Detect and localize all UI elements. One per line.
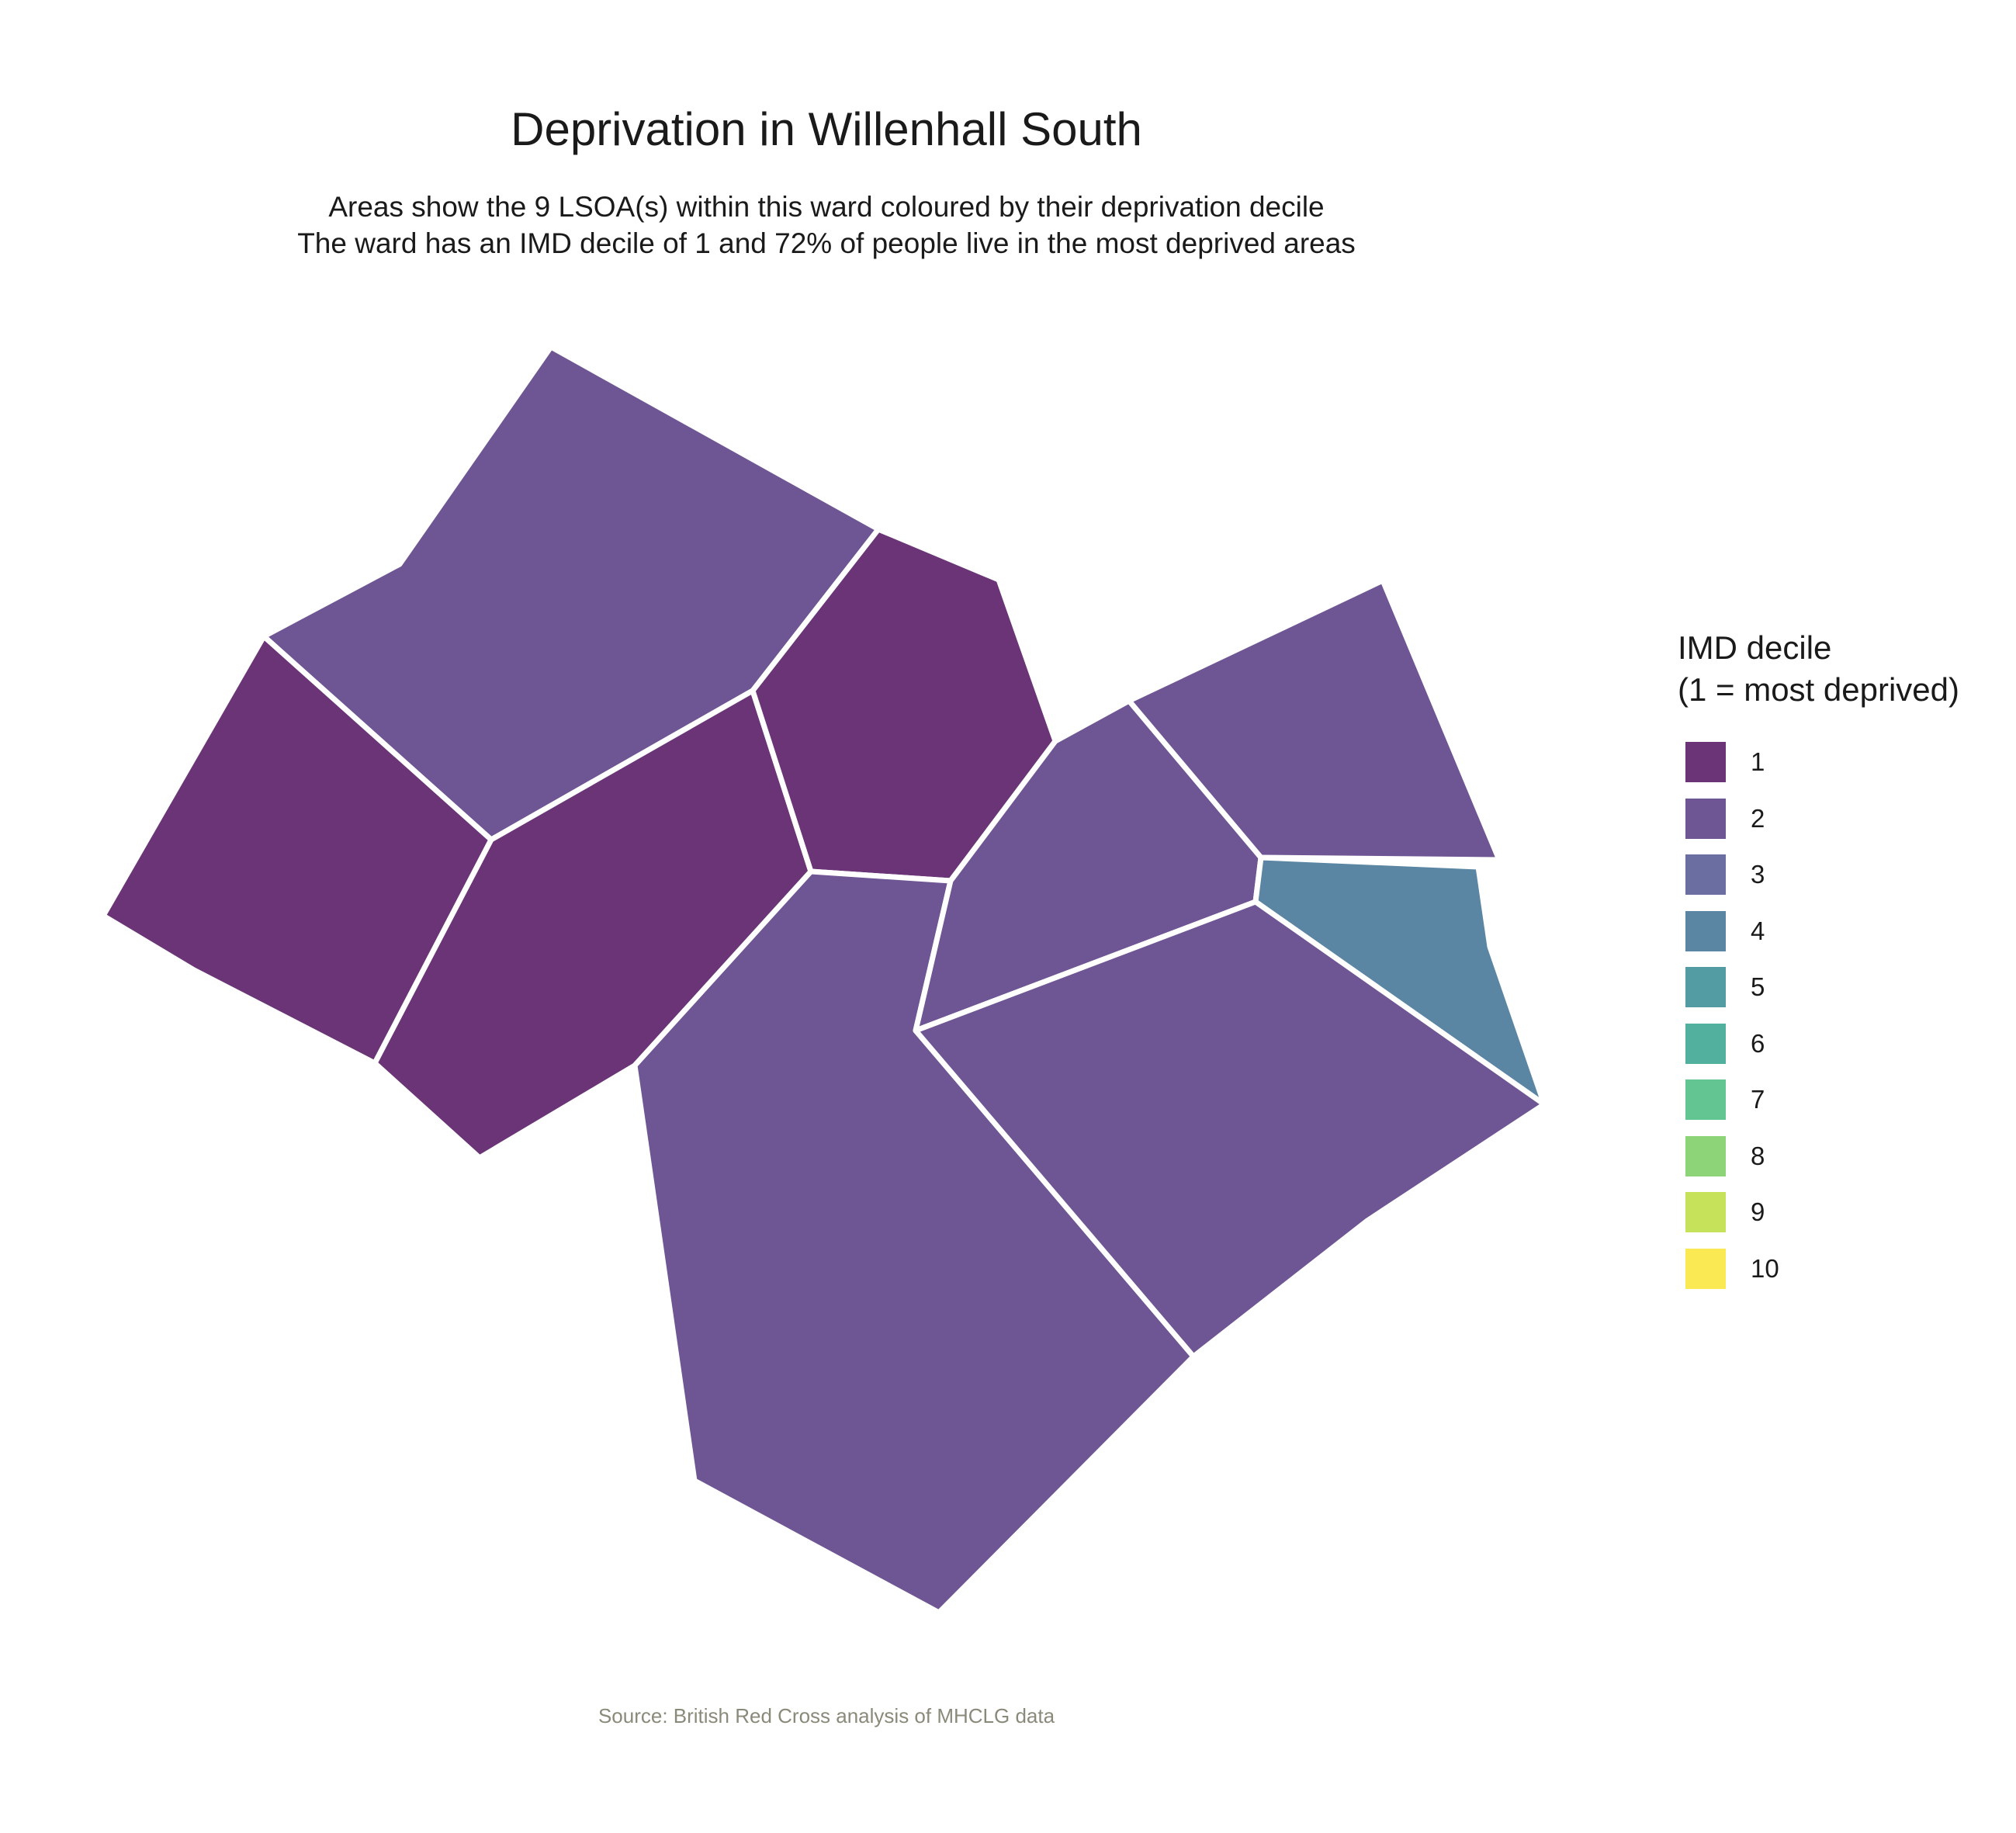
chart-subtitle-line-2: The ward has an IMD decile of 1 and 72% … (297, 227, 1356, 259)
legend-swatch (1685, 1192, 1726, 1233)
legend-label: 10 (1751, 1253, 1779, 1283)
legend-label: 9 (1751, 1197, 1765, 1227)
legend-swatch (1685, 1248, 1726, 1289)
legend-item: 5 (1678, 959, 1959, 1016)
legend-label: 7 (1751, 1085, 1765, 1114)
legend-item: 8 (1678, 1128, 1959, 1185)
legend-item: 9 (1678, 1184, 1959, 1241)
legend-item: 6 (1678, 1016, 1959, 1072)
legend-label: 8 (1751, 1141, 1765, 1170)
legend-item: 3 (1678, 847, 1959, 903)
legend-swatch (1685, 1135, 1726, 1176)
legend-label: 4 (1751, 916, 1765, 945)
legend-swatch (1685, 742, 1726, 783)
legend-title-line-2: (1 = most deprived) (1678, 671, 1959, 708)
legend-swatch (1685, 910, 1726, 951)
legend-label: 5 (1751, 972, 1765, 1002)
chart-subtitle-line-1: Areas show the 9 LSOA(s) within this war… (328, 191, 1325, 223)
legend-swatch (1685, 854, 1726, 896)
legend-item: 7 (1678, 1072, 1959, 1128)
legend-title-line-1: IMD decile (1678, 629, 1832, 666)
legend-swatch (1685, 798, 1726, 839)
legend-label: 2 (1751, 803, 1765, 833)
legend-item: 1 (1678, 734, 1959, 791)
legend-items: 1 2 3 4 5 6 7 8 9 10 (1678, 734, 1959, 1297)
legend-label: 6 (1751, 1028, 1765, 1058)
legend-swatch (1685, 1023, 1726, 1064)
legend: IMD decile (1 = most deprived) 1 2 3 4 5 6 7 8 9… (1678, 627, 1959, 1297)
legend-item: 10 (1678, 1241, 1959, 1298)
lsoa-area-northeast (1126, 577, 1502, 863)
legend-swatch (1685, 967, 1726, 1008)
chart-title: Deprivation in Willenhall South (511, 103, 1142, 155)
lsoa-area-east (1252, 854, 1547, 1107)
lsoa-area-west (100, 633, 494, 1066)
legend-item: 2 (1678, 791, 1959, 847)
legend-label: 3 (1751, 860, 1765, 889)
chart-caption: Source: British Red Cross analysis of MH… (598, 1704, 1055, 1727)
legend-label: 1 (1751, 747, 1765, 777)
legend-item: 4 (1678, 903, 1959, 960)
lsoa-area-southeast (913, 899, 1547, 1360)
legend-swatch (1685, 1079, 1726, 1121)
